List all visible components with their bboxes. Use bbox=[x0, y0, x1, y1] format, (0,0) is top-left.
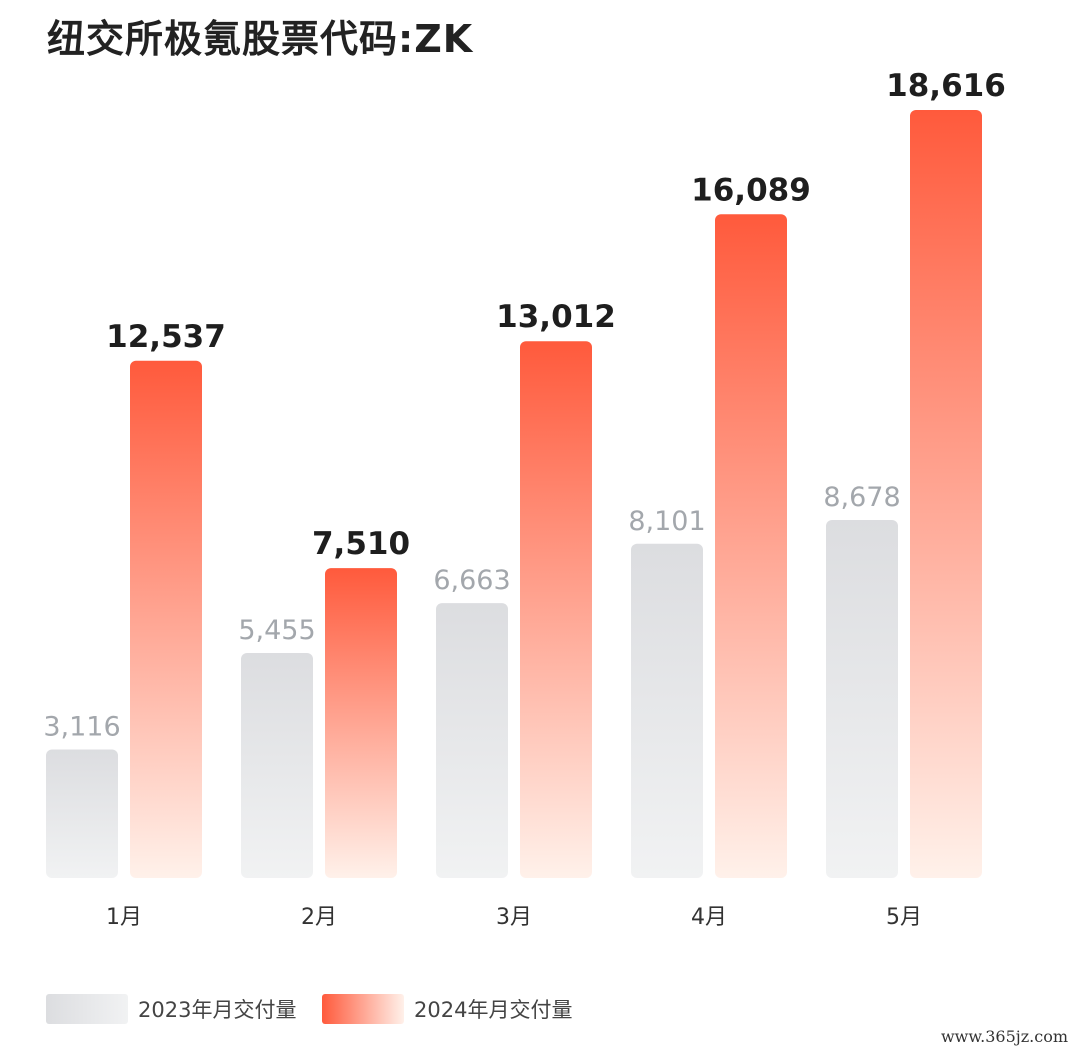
data-label-2024-4: 16,089 bbox=[691, 172, 811, 208]
data-label-2023-4: 8,101 bbox=[628, 506, 705, 537]
data-label-2023-3: 6,663 bbox=[433, 565, 510, 596]
bar-2023-5 bbox=[826, 519, 898, 878]
data-label-2024-1: 12,537 bbox=[106, 319, 226, 355]
chart-title: 纽交所极氪股票代码:ZK bbox=[47, 17, 474, 61]
bar-2023-2 bbox=[241, 652, 313, 878]
legend-swatch-2024 bbox=[322, 994, 404, 1024]
bar-2023-4 bbox=[631, 543, 703, 878]
bar-2024-3 bbox=[520, 341, 592, 878]
legend-swatch-2023 bbox=[46, 994, 128, 1024]
data-label-2023-5: 8,678 bbox=[823, 482, 900, 513]
x-tick-label-5: 5月 bbox=[886, 905, 922, 930]
x-tick-label-2: 2月 bbox=[301, 905, 337, 930]
data-label-2023-2: 5,455 bbox=[238, 615, 315, 646]
legend-item-2024: 2024年月交付量 bbox=[322, 994, 572, 1024]
x-tick-label-4: 4月 bbox=[691, 905, 727, 930]
watermark: www.365jz.com bbox=[940, 1027, 1068, 1046]
bar-2024-2 bbox=[325, 568, 397, 878]
bar-2024-5 bbox=[910, 110, 982, 878]
data-label-2024-5: 18,616 bbox=[886, 68, 1006, 104]
x-tick-label-3: 3月 bbox=[496, 905, 532, 930]
bar-2024-4 bbox=[715, 214, 787, 878]
legend-label-2024: 2024年月交付量 bbox=[414, 998, 573, 1022]
x-tick-label-1: 1月 bbox=[106, 905, 142, 930]
legend-item-2023: 2023年月交付量 bbox=[46, 994, 296, 1024]
data-label-2024-2: 7,510 bbox=[312, 526, 410, 562]
bar-2023-3 bbox=[436, 603, 508, 878]
legend-label-2023: 2023年月交付量 bbox=[138, 998, 297, 1022]
bar-2024-1 bbox=[130, 360, 202, 878]
bar-2023-1 bbox=[46, 749, 118, 878]
data-label-2024-3: 13,012 bbox=[496, 299, 616, 335]
data-label-2023-1: 3,116 bbox=[43, 711, 120, 742]
